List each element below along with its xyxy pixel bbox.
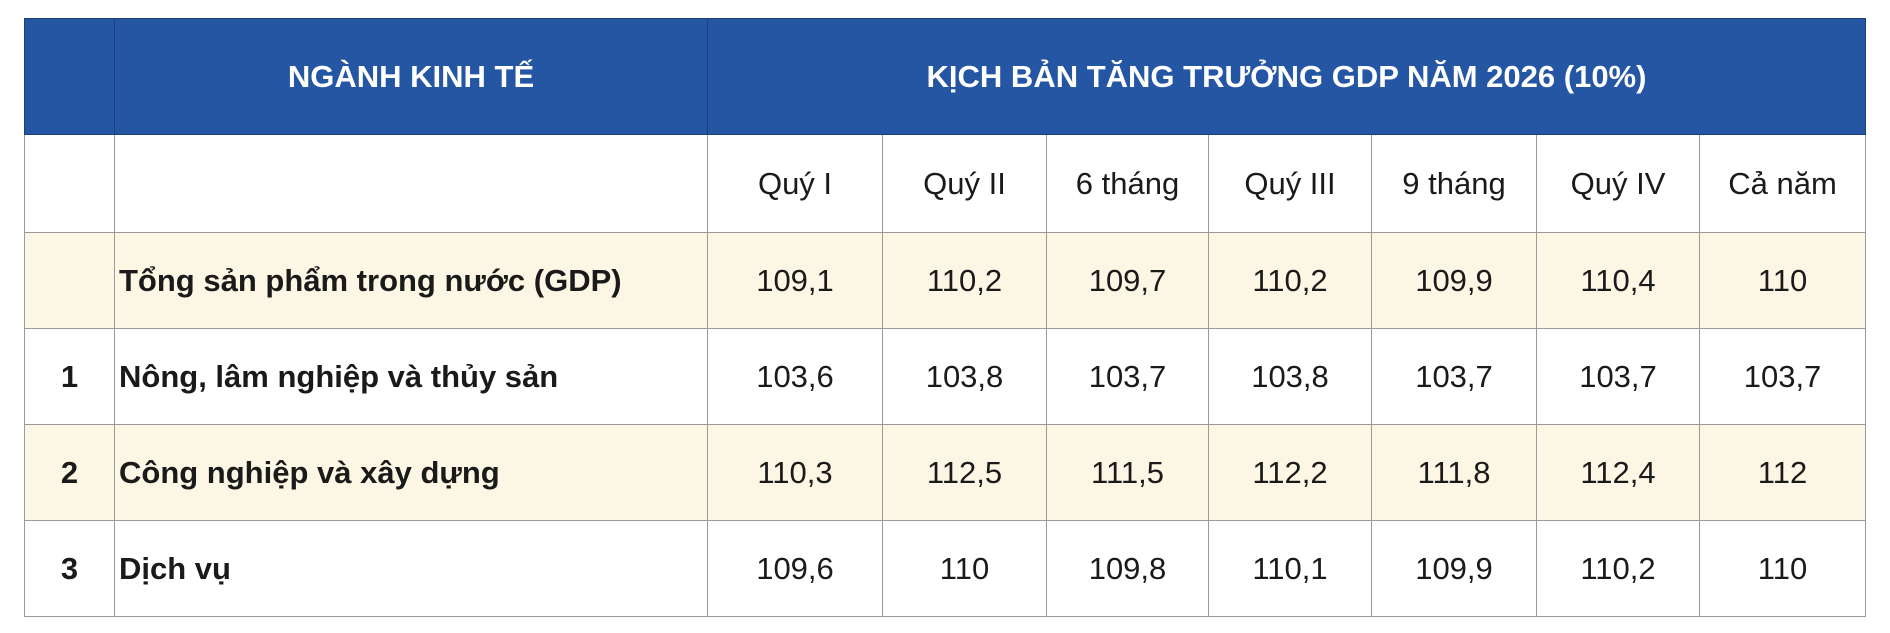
header-cell: NGÀNH KINH TẾ	[114, 18, 708, 135]
value-cell: 103,7	[1046, 328, 1209, 425]
value-cell: 103,6	[707, 328, 883, 425]
column-header: Quý I	[707, 134, 883, 233]
row-label: Tổng sản phẩm trong nước (GDP)	[114, 232, 708, 329]
data-row: Tổng sản phẩm trong nước (GDP) 109,1 110,2…	[24, 232, 1867, 329]
table-body: NGÀNH KINH TẾ KỊCH BẢN TĂNG TRƯỞNG GDP N…	[24, 18, 1867, 617]
value-cell: 112	[1698, 424, 1867, 521]
header-row: NGÀNH KINH TẾ KỊCH BẢN TĂNG TRƯỞNG GDP N…	[24, 18, 1867, 135]
value-cell: 110,3	[707, 424, 883, 521]
column-header: Quý III	[1208, 134, 1372, 233]
gdp-table: NGÀNH KINH TẾ KỊCH BẢN TĂNG TRƯỞNG GDP N…	[24, 18, 1867, 617]
value-cell: 110	[882, 520, 1047, 617]
header-cell	[24, 18, 115, 135]
value-cell: 112,2	[1208, 424, 1372, 521]
value-cell: 112,4	[1536, 424, 1700, 521]
empty-cell	[114, 134, 708, 233]
subheader-row: Quý I Quý II 6 tháng Quý III 9 tháng Quý IV Cả…	[24, 134, 1867, 233]
header-cell: KỊCH BẢN TĂNG TRƯỞNG GDP NĂM 2026 (10%)	[706, 18, 1867, 135]
data-row: 1 Nông, lâm nghiệp và thủy sản 103,6 103,8 1…	[24, 328, 1867, 425]
value-cell: 109,8	[1046, 520, 1209, 617]
value-cell: 112,5	[882, 424, 1047, 521]
value-cell: 110,2	[1536, 520, 1700, 617]
row-label: Công nghiệp và xây dựng	[114, 424, 708, 521]
value-cell: 109,9	[1371, 520, 1537, 617]
row-index: 1	[24, 328, 115, 425]
value-cell: 109,9	[1371, 232, 1537, 329]
value-cell: 110,2	[882, 232, 1047, 329]
column-header: 9 tháng	[1371, 134, 1537, 233]
value-cell: 111,8	[1371, 424, 1537, 521]
value-cell: 103,8	[882, 328, 1047, 425]
column-header: 6 tháng	[1046, 134, 1209, 233]
value-cell: 110,2	[1208, 232, 1372, 329]
value-cell: 110,4	[1536, 232, 1700, 329]
value-cell: 109,1	[707, 232, 883, 329]
value-cell: 109,7	[1046, 232, 1209, 329]
value-cell: 110,1	[1208, 520, 1372, 617]
value-cell: 103,7	[1536, 328, 1700, 425]
row-label: Nông, lâm nghiệp và thủy sản	[114, 328, 708, 425]
row-index: 2	[24, 424, 115, 521]
value-cell: 110	[1698, 232, 1867, 329]
value-cell: 103,8	[1208, 328, 1372, 425]
empty-cell	[24, 134, 115, 233]
value-cell: 109,6	[707, 520, 883, 617]
value-cell: 110	[1698, 520, 1867, 617]
value-cell: 103,7	[1371, 328, 1537, 425]
data-row: 2 Công nghiệp và xây dựng 110,3 112,5 111,5 1…	[24, 424, 1867, 521]
column-header: Quý II	[882, 134, 1047, 233]
row-index	[24, 232, 115, 329]
column-header: Cả năm	[1698, 134, 1867, 233]
row-index: 3	[24, 520, 115, 617]
value-cell: 111,5	[1046, 424, 1209, 521]
value-cell: 103,7	[1698, 328, 1867, 425]
data-row: 3 Dịch vụ 109,6 110 109,8 110,1 109,9 110,2 110	[24, 520, 1867, 617]
row-label: Dịch vụ	[114, 520, 708, 617]
column-header: Quý IV	[1536, 134, 1700, 233]
